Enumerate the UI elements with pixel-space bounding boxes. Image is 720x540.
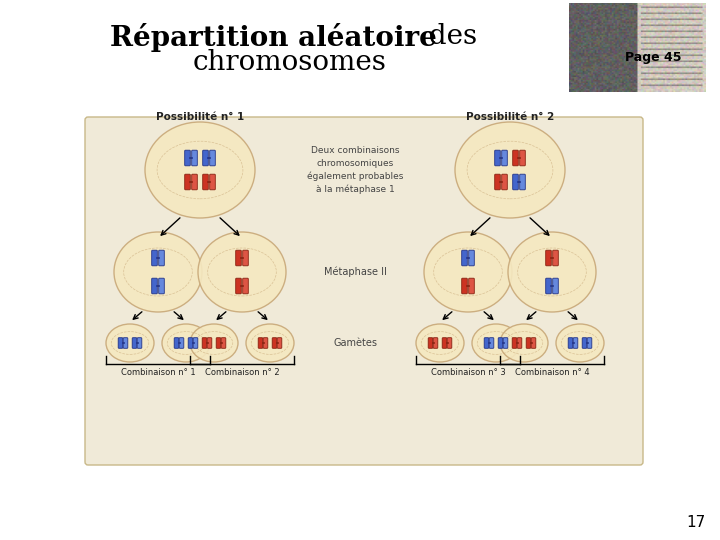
FancyBboxPatch shape	[188, 338, 193, 348]
FancyBboxPatch shape	[462, 278, 467, 294]
Text: des: des	[420, 24, 477, 51]
Text: 17: 17	[687, 515, 706, 530]
FancyBboxPatch shape	[568, 338, 573, 348]
FancyBboxPatch shape	[203, 150, 208, 166]
Text: Combinaison n° 3: Combinaison n° 3	[431, 368, 505, 377]
FancyBboxPatch shape	[433, 338, 438, 348]
Ellipse shape	[424, 232, 512, 312]
FancyBboxPatch shape	[513, 174, 518, 190]
FancyBboxPatch shape	[442, 338, 447, 348]
FancyBboxPatch shape	[221, 338, 226, 348]
FancyBboxPatch shape	[531, 338, 536, 348]
FancyBboxPatch shape	[152, 250, 157, 266]
FancyBboxPatch shape	[582, 338, 587, 348]
Text: Deux combinaisons
chromosomiques
également probables
à la métaphase 1: Deux combinaisons chromosomiques égaleme…	[307, 146, 403, 194]
Ellipse shape	[106, 324, 154, 362]
FancyBboxPatch shape	[203, 174, 208, 190]
FancyBboxPatch shape	[495, 150, 500, 166]
Ellipse shape	[416, 324, 464, 362]
FancyBboxPatch shape	[520, 150, 526, 166]
FancyBboxPatch shape	[258, 338, 263, 348]
Ellipse shape	[508, 232, 596, 312]
FancyBboxPatch shape	[118, 338, 123, 348]
FancyBboxPatch shape	[526, 338, 531, 348]
Text: Gamètes: Gamètes	[333, 338, 377, 348]
FancyBboxPatch shape	[179, 338, 184, 348]
FancyBboxPatch shape	[243, 250, 248, 266]
FancyBboxPatch shape	[512, 338, 517, 348]
FancyBboxPatch shape	[207, 338, 212, 348]
FancyBboxPatch shape	[502, 150, 508, 166]
Text: Possibilité n° 1: Possibilité n° 1	[156, 112, 244, 122]
FancyBboxPatch shape	[277, 338, 282, 348]
Text: Page 45: Page 45	[626, 51, 682, 64]
FancyBboxPatch shape	[158, 278, 164, 294]
FancyBboxPatch shape	[546, 250, 552, 266]
Ellipse shape	[145, 122, 255, 218]
FancyBboxPatch shape	[447, 338, 452, 348]
FancyBboxPatch shape	[469, 250, 474, 266]
FancyBboxPatch shape	[235, 250, 241, 266]
FancyBboxPatch shape	[498, 338, 503, 348]
FancyBboxPatch shape	[132, 338, 137, 348]
FancyBboxPatch shape	[152, 278, 157, 294]
Ellipse shape	[455, 122, 565, 218]
Text: Possibilité n° 2: Possibilité n° 2	[466, 112, 554, 122]
FancyBboxPatch shape	[546, 278, 552, 294]
FancyBboxPatch shape	[503, 338, 508, 348]
FancyBboxPatch shape	[513, 150, 518, 166]
FancyBboxPatch shape	[428, 338, 433, 348]
Ellipse shape	[162, 324, 210, 362]
Text: Métaphase II: Métaphase II	[323, 267, 387, 277]
FancyBboxPatch shape	[85, 117, 643, 465]
FancyBboxPatch shape	[138, 338, 142, 348]
Ellipse shape	[114, 232, 202, 312]
FancyBboxPatch shape	[192, 150, 197, 166]
FancyBboxPatch shape	[264, 338, 268, 348]
FancyBboxPatch shape	[520, 174, 526, 190]
Ellipse shape	[246, 324, 294, 362]
Ellipse shape	[198, 232, 286, 312]
FancyBboxPatch shape	[553, 250, 558, 266]
FancyBboxPatch shape	[462, 250, 467, 266]
FancyBboxPatch shape	[210, 150, 215, 166]
FancyBboxPatch shape	[469, 278, 474, 294]
FancyBboxPatch shape	[185, 150, 190, 166]
Ellipse shape	[500, 324, 548, 362]
Ellipse shape	[556, 324, 604, 362]
FancyBboxPatch shape	[588, 338, 592, 348]
FancyBboxPatch shape	[193, 338, 198, 348]
FancyBboxPatch shape	[123, 338, 128, 348]
FancyBboxPatch shape	[158, 250, 164, 266]
Text: Répartition aléatoire: Répartition aléatoire	[110, 23, 437, 51]
Ellipse shape	[190, 324, 238, 362]
Text: chromosomes: chromosomes	[193, 49, 387, 76]
FancyBboxPatch shape	[489, 338, 494, 348]
FancyBboxPatch shape	[235, 278, 241, 294]
FancyBboxPatch shape	[243, 278, 248, 294]
FancyBboxPatch shape	[272, 338, 276, 348]
FancyBboxPatch shape	[573, 338, 578, 348]
FancyBboxPatch shape	[484, 338, 489, 348]
Text: Combinaison n° 1: Combinaison n° 1	[121, 368, 195, 377]
FancyBboxPatch shape	[192, 174, 197, 190]
FancyBboxPatch shape	[495, 174, 500, 190]
FancyBboxPatch shape	[174, 338, 179, 348]
Text: Combinaison n° 4: Combinaison n° 4	[515, 368, 589, 377]
FancyBboxPatch shape	[502, 174, 508, 190]
FancyBboxPatch shape	[210, 174, 215, 190]
Text: Combinaison n° 2: Combinaison n° 2	[204, 368, 279, 377]
FancyBboxPatch shape	[553, 278, 558, 294]
FancyBboxPatch shape	[202, 338, 207, 348]
Ellipse shape	[472, 324, 520, 362]
FancyBboxPatch shape	[216, 338, 221, 348]
FancyBboxPatch shape	[517, 338, 522, 348]
FancyBboxPatch shape	[185, 174, 190, 190]
